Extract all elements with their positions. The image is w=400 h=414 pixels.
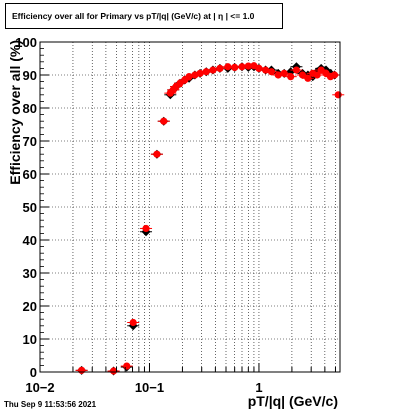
y-tick-label: 50 (23, 200, 37, 215)
data-point-red (330, 71, 339, 79)
data-point-red (280, 69, 288, 77)
data-point-red (123, 362, 131, 370)
y-tick-label: 100 (15, 35, 37, 50)
data-point-red (298, 71, 307, 79)
x-tick-label: 1 (255, 380, 262, 395)
data-point-red (267, 68, 276, 76)
data-point-red (313, 71, 321, 79)
data-point-red (209, 66, 217, 74)
data-point-red (224, 63, 232, 71)
timestamp: Thu Sep 9 11:53:56 2021 (4, 400, 97, 409)
data-points (75, 62, 345, 376)
data-point-red (202, 68, 210, 76)
data-point-red (216, 64, 224, 72)
data-point-red (231, 63, 239, 72)
y-tick-label: 90 (23, 68, 37, 83)
y-tick-label: 40 (23, 233, 37, 248)
chart-title: Efficiency over all for Primary vs pT/|q… (12, 11, 255, 21)
grid-lines (40, 42, 340, 372)
y-tick-label: 10 (23, 332, 37, 347)
x-tick-label: 10−1 (135, 380, 164, 395)
x-axis-label: pT/|q| (GeV/c) (248, 393, 338, 409)
data-point-red (287, 73, 295, 81)
y-tick-label: 60 (23, 167, 37, 182)
tick-labels: 0 10 20 30 40 50 60 70 80 90 100 10−2 10−1 1 (15, 35, 262, 395)
data-point-red (153, 150, 161, 158)
y-tick-label: 80 (23, 101, 37, 116)
y-tick-label: 0 (30, 365, 37, 380)
axis-ticks (39, 41, 336, 373)
data-point-red (238, 63, 246, 71)
data-point-red (109, 367, 118, 375)
data-point-red (334, 91, 342, 99)
data-point-red (255, 64, 263, 72)
data-point-red (304, 74, 312, 82)
y-tick-label: 30 (23, 266, 37, 281)
data-point-red (292, 66, 301, 74)
y-tick-label: 20 (23, 299, 37, 314)
chart-title-box: Efficiency over all for Primary vs pT/|q… (5, 3, 283, 29)
data-point-red (142, 224, 150, 233)
x-tick-label: 10−2 (25, 380, 54, 395)
y-tick-label: 70 (23, 134, 37, 149)
data-point-red (78, 366, 86, 374)
data-point-red (129, 318, 137, 327)
data-point-red (196, 69, 204, 77)
y-axis-label: Efficiency over all (%) (7, 40, 23, 185)
data-point-red (160, 117, 168, 125)
